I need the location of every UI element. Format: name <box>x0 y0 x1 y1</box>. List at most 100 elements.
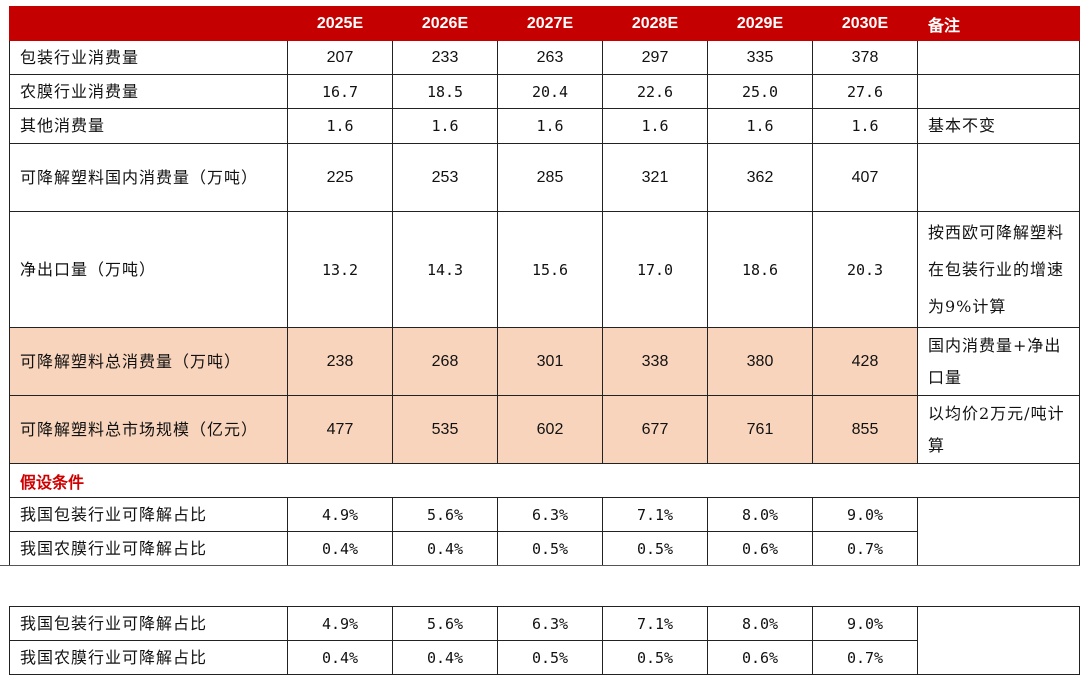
row-value: 0.5% <box>497 531 603 566</box>
divider-line <box>0 565 1080 566</box>
row-label: 农膜行业消费量 <box>9 74 288 109</box>
row-value: 6.3% <box>497 606 603 641</box>
row-value: 407 <box>812 143 918 212</box>
row-value: 1.6 <box>287 108 393 144</box>
row-value: 0.5% <box>602 640 708 675</box>
row-label: 我国包装行业可降解占比 <box>9 497 288 532</box>
row-value: 0.7% <box>812 531 918 566</box>
row-value: 6.3% <box>497 497 603 532</box>
repeat-table: 我国包装行业可降解占比 4.9% 5.6% 6.3% 7.1% 8.0% 9.0… <box>9 606 1080 675</box>
row-value: 15.6 <box>497 211 603 328</box>
row-value: 380 <box>707 327 813 396</box>
row-value: 16.7 <box>287 74 393 109</box>
row-value: 0.6% <box>707 640 813 675</box>
row-value: 20.3 <box>812 211 918 328</box>
row-value: 263 <box>497 40 603 75</box>
row-value: 0.4% <box>287 531 393 566</box>
row-value: 8.0% <box>707 497 813 532</box>
header-note: 备注 <box>917 6 1080 41</box>
row-value: 4.9% <box>287 497 393 532</box>
row-note: 按西欧可降解塑料在包装行业的增速为9%计算 <box>917 211 1080 328</box>
row-label: 其他消费量 <box>9 108 288 144</box>
conditions-title: 假设条件 <box>9 463 1080 498</box>
table-row: 我国包装行业可降解占比 4.9% 5.6% 6.3% 7.1% 8.0% 9.0… <box>9 606 1080 675</box>
row-label: 可降解塑料国内消费量（万吨） <box>9 143 288 212</box>
table-row: 农膜行业消费量 16.7 18.5 20.4 22.6 25.0 27.6 <box>9 74 1080 109</box>
header-year: 2025E <box>287 6 393 41</box>
row-value: 253 <box>392 143 498 212</box>
row-value: 4.9% <box>287 606 393 641</box>
row-value: 22.6 <box>602 74 708 109</box>
row-label: 我国农膜行业可降解占比 <box>9 531 288 566</box>
table-row: 可降解塑料国内消费量（万吨） 225 253 285 321 362 407 <box>9 143 1080 212</box>
blank-note-cell <box>917 606 1080 675</box>
row-note: 基本不变 <box>917 108 1080 144</box>
conditions-title-row: 假设条件 <box>9 463 1080 498</box>
row-value: 1.6 <box>707 108 813 144</box>
row-label: 可降解塑料总市场规模（亿元） <box>9 395 288 464</box>
row-value: 268 <box>392 327 498 396</box>
row-value: 14.3 <box>392 211 498 328</box>
table-row: 净出口量（万吨） 13.2 14.3 15.6 17.0 18.6 20.3 按… <box>9 211 1080 328</box>
row-note <box>917 74 1080 109</box>
row-value: 225 <box>287 143 393 212</box>
row-value: 378 <box>812 40 918 75</box>
row-value: 1.6 <box>812 108 918 144</box>
row-value: 18.5 <box>392 74 498 109</box>
row-note <box>917 143 1080 212</box>
row-note: 以均价2万元/吨计算 <box>917 395 1080 464</box>
header-year: 2030E <box>812 6 918 41</box>
row-value: 233 <box>392 40 498 75</box>
row-value: 8.0% <box>707 606 813 641</box>
row-value: 25.0 <box>707 74 813 109</box>
row-value: 428 <box>812 327 918 396</box>
row-value: 9.0% <box>812 497 918 532</box>
row-note: 国内消费量+净出口量 <box>917 327 1080 396</box>
header-year: 2028E <box>602 6 708 41</box>
row-value: 17.0 <box>602 211 708 328</box>
table-row-highlight: 可降解塑料总消费量（万吨） 238 268 301 338 380 428 国内… <box>9 327 1080 396</box>
row-value: 207 <box>287 40 393 75</box>
table-row: 其他消费量 1.6 1.6 1.6 1.6 1.6 1.6 基本不变 <box>9 108 1080 144</box>
row-label: 可降解塑料总消费量（万吨） <box>9 327 288 396</box>
row-value: 5.6% <box>392 606 498 641</box>
row-label: 净出口量（万吨） <box>9 211 288 328</box>
row-value: 13.2 <box>287 211 393 328</box>
row-value: 0.7% <box>812 640 918 675</box>
row-value: 301 <box>497 327 603 396</box>
row-value: 335 <box>707 40 813 75</box>
row-note <box>917 40 1080 75</box>
blank-note-cell <box>917 497 1080 566</box>
row-value: 9.0% <box>812 606 918 641</box>
header-year: 2027E <box>497 6 603 41</box>
row-value: 238 <box>287 327 393 396</box>
row-value: 0.6% <box>707 531 813 566</box>
row-value: 535 <box>392 395 498 464</box>
row-value: 7.1% <box>602 497 708 532</box>
row-value: 18.6 <box>707 211 813 328</box>
row-value: 0.5% <box>497 640 603 675</box>
row-label: 我国包装行业可降解占比 <box>9 606 288 641</box>
row-value: 7.1% <box>602 606 708 641</box>
row-label: 包装行业消费量 <box>9 40 288 75</box>
row-value: 5.6% <box>392 497 498 532</box>
row-value: 602 <box>497 395 603 464</box>
row-value: 338 <box>602 327 708 396</box>
row-value: 761 <box>707 395 813 464</box>
table-row: 我国农膜行业可降解占比 0.4% 0.4% 0.5% 0.5% 0.6% 0.7… <box>9 640 1080 675</box>
row-value: 20.4 <box>497 74 603 109</box>
row-value: 285 <box>497 143 603 212</box>
table-row: 我国农膜行业可降解占比 0.4% 0.4% 0.5% 0.5% 0.6% 0.7… <box>9 531 1080 566</box>
row-value: 321 <box>602 143 708 212</box>
table-row: 我国包装行业可降解占比 4.9% 5.6% 6.3% 7.1% 8.0% 9.0… <box>9 497 1080 566</box>
row-value: 677 <box>602 395 708 464</box>
row-value: 27.6 <box>812 74 918 109</box>
row-value: 1.6 <box>602 108 708 144</box>
row-label: 我国农膜行业可降解占比 <box>9 640 288 675</box>
table-row-highlight: 可降解塑料总市场规模（亿元） 477 535 602 677 761 855 以… <box>9 395 1080 464</box>
header-row: 2025E 2026E 2027E 2028E 2029E 2030E 备注 <box>9 6 1080 41</box>
row-value: 477 <box>287 395 393 464</box>
row-value: 0.4% <box>287 640 393 675</box>
row-value: 0.4% <box>392 640 498 675</box>
header-year: 2026E <box>392 6 498 41</box>
